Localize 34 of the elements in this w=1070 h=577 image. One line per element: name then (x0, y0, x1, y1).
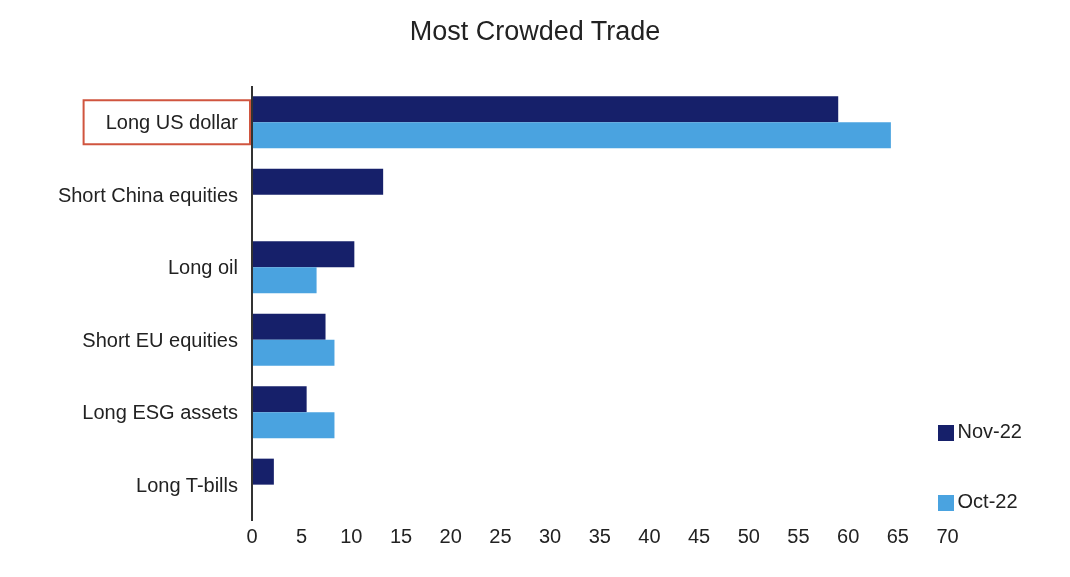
bar (252, 241, 355, 268)
bar (252, 458, 274, 485)
x-tick-label: 35 (588, 525, 611, 548)
bar (252, 313, 326, 340)
x-tick-label: 65 (886, 525, 909, 548)
x-tick-label: 30 (538, 525, 562, 548)
y-tick-label: Short EU equities (82, 328, 238, 351)
y-tick-label: Short China equities (57, 183, 238, 206)
x-tick-label: 55 (787, 525, 810, 548)
y-tick-label: Long ESG assets (82, 401, 238, 424)
bar (252, 412, 335, 439)
x-tick-label: 15 (389, 525, 413, 548)
x-tick-label: 0 (246, 525, 258, 548)
bar (252, 168, 384, 195)
x-tick-label: 50 (737, 525, 760, 548)
bar (252, 122, 891, 149)
legend-label: Oct-22 (957, 490, 1018, 512)
x-tick-label: 5 (296, 525, 308, 548)
y-tick-label: Long T-bills (136, 473, 238, 496)
x-tick-label: 70 (936, 525, 959, 548)
bar (252, 96, 839, 123)
x-tick-label: 10 (340, 525, 363, 548)
x-tick-label: 45 (687, 525, 711, 548)
x-tick-label: 40 (638, 525, 661, 548)
chart-title: Most Crowded Trade (408, 15, 662, 48)
bar (252, 267, 317, 294)
x-tick-label: 20 (439, 525, 462, 548)
bar (252, 386, 307, 413)
bar (252, 339, 335, 366)
legend-label: Nov-22 (957, 420, 1022, 442)
y-tick-label: Long oil (167, 256, 238, 279)
y-tick-label: Long US dollar (105, 111, 239, 134)
x-tick-label: 25 (489, 525, 512, 548)
x-tick-label: 60 (837, 525, 860, 548)
